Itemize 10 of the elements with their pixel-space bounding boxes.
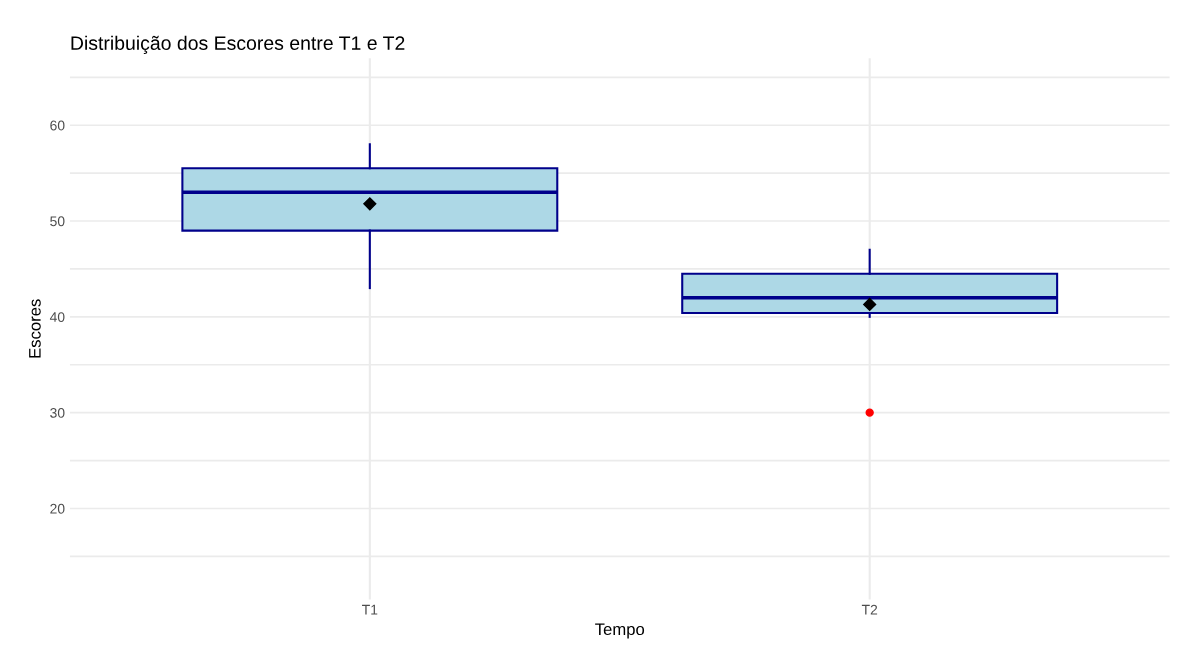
y-tick-label: 40 (49, 312, 65, 323)
x-tick-label: T1 (362, 604, 378, 615)
y-tick-label: 20 (50, 503, 65, 514)
chart-title: Distribuição dos Escores entre T1 e T2 (71, 35, 405, 54)
x-tick-label: T2 (861, 604, 878, 615)
y-axis-title: Escores (29, 299, 41, 358)
x-axis-title: Tempo (595, 623, 645, 639)
y-tick-label: 50 (50, 216, 65, 227)
y-tick-label: 30 (50, 407, 65, 418)
y-tick-label: 60 (50, 120, 65, 131)
